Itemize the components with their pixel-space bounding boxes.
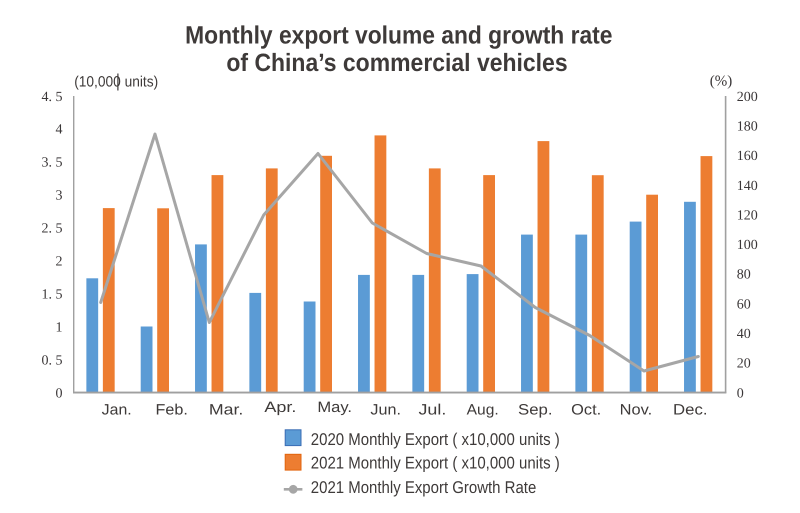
svg-text:Jul.: Jul. [419,401,447,418]
svg-text:Mar.: Mar. [209,401,244,418]
svg-text:20: 20 [737,357,751,372]
svg-text:0: 0 [56,386,63,401]
svg-text:100: 100 [737,238,758,253]
svg-text:1. 5: 1. 5 [42,288,63,303]
svg-text:(10,000 units): (10,000 units) [74,73,158,90]
svg-text:Apr.: Apr. [264,399,296,416]
svg-text:2021 Monthly Export ( x10,000: 2021 Monthly Export ( x10,000 units ) [311,454,560,473]
svg-text:2021 Monthly Export Growth Rat: 2021 Monthly Export Growth Rate [311,478,537,497]
svg-text:Aug.: Aug. [467,401,499,418]
svg-text:40: 40 [737,327,751,342]
svg-text:3. 5: 3. 5 [42,156,63,171]
svg-text:May.: May. [317,399,352,416]
svg-text:Sep.: Sep. [518,401,553,418]
svg-text:3: 3 [56,189,63,204]
svg-text:Dec.: Dec. [673,401,708,418]
svg-text:Jun.: Jun. [370,401,401,418]
svg-text:120: 120 [737,208,758,223]
svg-text:0: 0 [737,386,744,401]
svg-text:160: 160 [737,149,758,164]
svg-text:80: 80 [737,268,751,283]
svg-text:2: 2 [56,255,63,270]
svg-text:200: 200 [737,90,758,105]
svg-text:60: 60 [737,297,751,312]
svg-text:(%): (%) [710,74,733,90]
svg-text:of China’s commercial vehicles: of China’s commercial vehicles [226,49,567,77]
svg-text:140: 140 [737,179,758,194]
svg-text:180: 180 [737,120,758,135]
svg-text:1: 1 [56,320,63,335]
svg-text:2. 5: 2. 5 [42,222,63,237]
svg-text:2020 Monthly Export ( x10,000: 2020 Monthly Export ( x10,000 units ) [311,430,560,449]
svg-text:4. 5: 4. 5 [42,90,63,105]
svg-text:4: 4 [56,123,63,138]
svg-text:Monthly export volume and grow: Monthly export volume and growth rate [185,22,612,50]
svg-text:Jan.: Jan. [102,401,132,418]
svg-text:Feb.: Feb. [156,401,188,418]
svg-text:Nov.: Nov. [620,401,653,418]
svg-text:Oct.: Oct. [571,401,601,418]
svg-text:0. 5: 0. 5 [42,353,63,368]
